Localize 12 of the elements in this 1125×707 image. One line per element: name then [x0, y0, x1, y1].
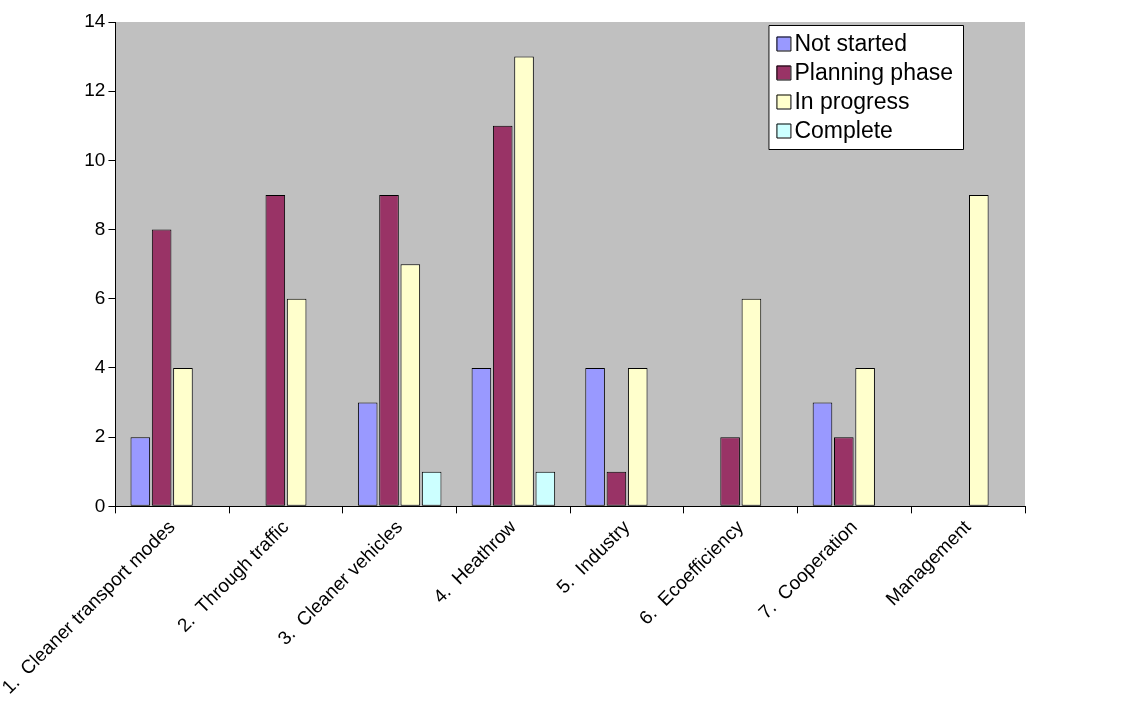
y-tick-label: 2 — [94, 425, 106, 447]
y-tick-label: 10 — [84, 148, 106, 170]
legend-label: In progress — [794, 87, 910, 114]
y-tick-label: 8 — [94, 217, 106, 239]
legend-label: Complete — [794, 116, 893, 143]
legend-label: Planning phase — [794, 58, 953, 85]
legend-label: Not started — [794, 29, 907, 56]
y-tick-label: 0 — [94, 494, 106, 516]
y-tick-label: 12 — [84, 79, 106, 101]
y-tick-label: 6 — [94, 287, 106, 309]
y-tick-label: 14 — [84, 10, 106, 32]
y-tick-label: 4 — [94, 356, 106, 378]
